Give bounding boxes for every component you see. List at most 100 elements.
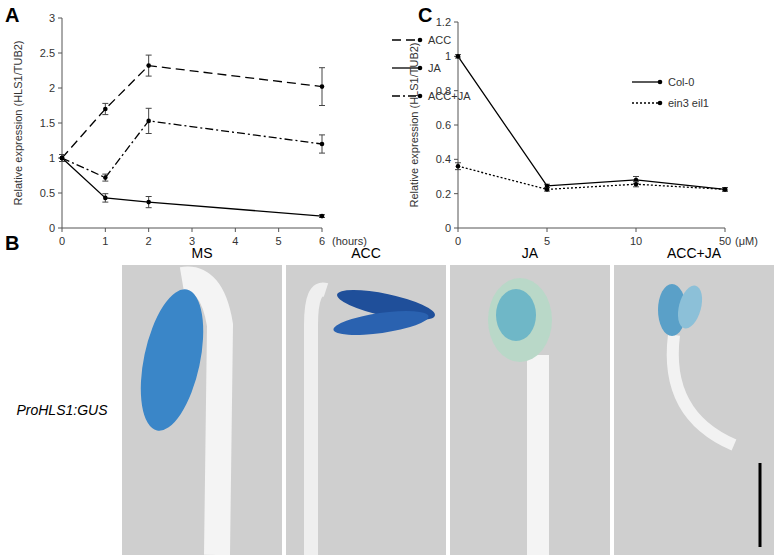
point xyxy=(146,200,151,205)
error-cap xyxy=(146,207,152,208)
x-tick xyxy=(105,228,106,232)
error-bar xyxy=(59,155,65,162)
cotyledon xyxy=(130,284,215,436)
figure: A00.511.522.530123456(hours)Relative exp… xyxy=(0,0,775,555)
y-tick-label: 1.2 xyxy=(436,16,451,28)
row-label: ProHLS1:GUS xyxy=(16,402,108,418)
photo xyxy=(614,265,774,555)
error-cap xyxy=(146,55,152,56)
x-tick-label: 6 xyxy=(319,235,325,247)
panel-label: A xyxy=(5,4,19,26)
error-bar xyxy=(319,68,325,106)
error-cap xyxy=(146,196,152,197)
y-tick-label: 2 xyxy=(49,82,55,94)
photo-background xyxy=(450,265,610,555)
hypocotyl xyxy=(311,289,326,555)
point xyxy=(320,142,325,147)
series-line xyxy=(62,66,322,158)
series-line xyxy=(62,158,322,216)
y-tick-label: 0.4 xyxy=(436,153,451,165)
x-tick-label: 1 xyxy=(102,235,108,247)
legend-marker xyxy=(658,101,663,106)
x-tick xyxy=(148,228,149,232)
point xyxy=(103,107,108,112)
legend-marker xyxy=(658,80,663,85)
error-cap xyxy=(59,154,65,155)
error-cap xyxy=(102,103,108,104)
point xyxy=(723,187,728,192)
point xyxy=(634,182,639,187)
y-tick-label: 0 xyxy=(49,222,55,234)
error-bar xyxy=(59,155,65,162)
point xyxy=(456,54,461,59)
x-axis xyxy=(458,228,725,229)
error-bar xyxy=(319,135,325,153)
photo-background xyxy=(614,265,774,555)
y-tick xyxy=(454,228,458,229)
x-tick xyxy=(322,228,323,232)
error-cap xyxy=(59,161,65,162)
x-tick xyxy=(235,228,236,232)
error-cap xyxy=(102,202,108,203)
y-tick-label: 2.5 xyxy=(40,47,55,59)
error-cap xyxy=(319,105,325,106)
x-tick xyxy=(547,228,548,232)
point xyxy=(146,63,151,68)
y-tick xyxy=(58,193,62,194)
y-tick xyxy=(58,123,62,124)
y-tick xyxy=(454,159,458,160)
cotyledon xyxy=(332,306,430,339)
point xyxy=(146,119,151,124)
error-cap xyxy=(102,174,108,175)
legend-marker xyxy=(418,38,423,43)
error-bar xyxy=(722,188,728,191)
x-tick xyxy=(725,228,726,232)
point xyxy=(320,84,325,89)
error-cap xyxy=(102,181,108,182)
legend-item: ACC xyxy=(392,34,451,46)
x-tick-label: 10 xyxy=(630,235,642,247)
column-label: ACC+JA xyxy=(667,245,722,261)
y-tick-label: 1 xyxy=(49,152,55,164)
y-axis-label: Relative expression (HLS1/TUB2) xyxy=(12,40,24,205)
error-cap xyxy=(455,162,461,163)
y-axis-label: Relative expression (HLS1/TUB2) xyxy=(408,42,420,207)
series-line xyxy=(62,121,322,178)
legend-label: ein3 eil1 xyxy=(668,97,709,109)
column-label: ACC xyxy=(351,245,381,261)
plot-area xyxy=(59,55,325,218)
panel-label: C xyxy=(418,4,432,26)
error-cap xyxy=(102,114,108,115)
photo xyxy=(122,265,282,555)
error-bar xyxy=(319,215,325,218)
photo-background xyxy=(122,265,282,555)
x-tick xyxy=(458,228,459,232)
point xyxy=(60,156,65,161)
error-cap xyxy=(319,67,325,68)
y-tick xyxy=(454,193,458,194)
legend-label: Col-0 xyxy=(668,76,694,88)
y-tick xyxy=(58,228,62,229)
y-tick-label: 0.8 xyxy=(436,85,451,97)
x-axis-label: (μM) xyxy=(735,235,758,247)
legend-line xyxy=(632,102,658,103)
column-label: JA xyxy=(522,245,539,261)
error-bar xyxy=(102,103,108,114)
chart-panel: A00.511.522.530123456(hours)Relative exp… xyxy=(5,4,471,247)
legend-line xyxy=(392,39,418,40)
photo-background xyxy=(286,265,446,555)
stain xyxy=(496,289,536,341)
error-cap xyxy=(146,133,152,134)
photo xyxy=(286,265,446,555)
point xyxy=(60,156,65,161)
point xyxy=(545,187,550,192)
error-cap xyxy=(59,161,65,162)
y-tick-label: 1 xyxy=(445,50,451,62)
error-cap xyxy=(146,76,152,77)
error-cap xyxy=(633,176,639,177)
y-tick xyxy=(58,18,62,19)
point xyxy=(456,164,461,169)
x-tick-label: 0 xyxy=(455,235,461,247)
y-tick xyxy=(58,88,62,89)
error-bar xyxy=(633,182,639,187)
